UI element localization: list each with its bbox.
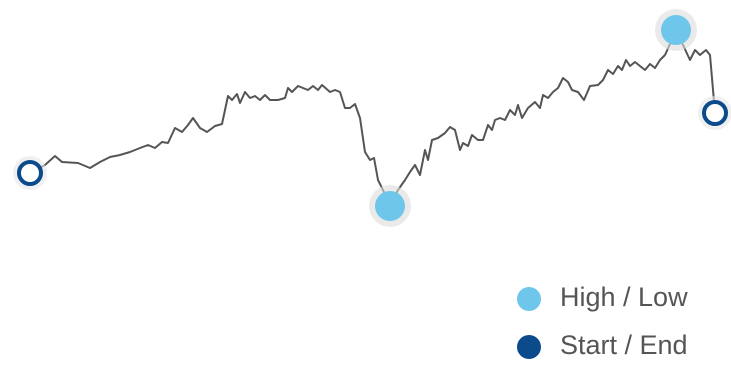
legend-label: High / Low: [560, 282, 688, 312]
legend-swatch: [517, 287, 541, 311]
start-end-marker: [702, 100, 728, 126]
line: [29, 29, 716, 207]
high-low-marker: [375, 191, 405, 221]
high-low-marker: [661, 15, 691, 45]
start-end-marker: [17, 160, 43, 186]
legend-swatch: [517, 335, 541, 359]
legend-label: Start / End: [560, 330, 688, 360]
